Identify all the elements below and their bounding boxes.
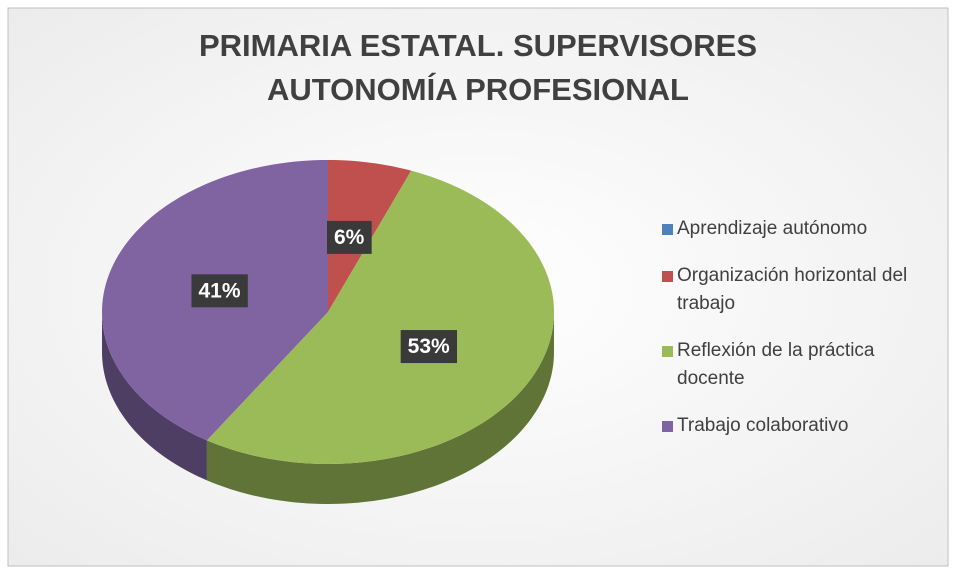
- data-label-text: 41%: [198, 279, 240, 302]
- chart-title: PRIMARIA ESTATAL. SUPERVISORES: [199, 28, 757, 63]
- data-label-text: 6%: [334, 226, 365, 249]
- slice: [206, 170, 554, 464]
- legend: Aprendizaje autónomo Organización horizon…: [660, 215, 940, 459]
- data-label: 41%: [191, 274, 248, 308]
- data-label-box: [326, 220, 372, 254]
- data-label-box: [400, 330, 458, 364]
- legend-item: Organización horizontal del trabajo: [660, 262, 940, 318]
- chart-subtitle: AUTONOMÍA PROFESIONAL: [267, 72, 689, 107]
- legend-item: Reflexión de la práctica docente: [660, 337, 940, 393]
- legend-label: Organización horizontal del trabajo: [677, 265, 908, 314]
- slice-side: [102, 312, 207, 481]
- legend-swatch: [662, 224, 673, 235]
- data-label-text: 53%: [408, 335, 450, 358]
- legend-label: Aprendizaje autónomo: [677, 218, 868, 239]
- data-label-box: [191, 274, 248, 308]
- legend-item: Aprendizaje autónomo: [660, 215, 940, 243]
- legend-label: Reflexión de la práctica docente: [677, 340, 875, 389]
- legend-swatch: [662, 421, 673, 432]
- legend-swatch: [662, 346, 673, 357]
- legend-label: Trabajo colaborativo: [677, 415, 849, 436]
- pie: 6% 53% 41%: [102, 160, 554, 504]
- slice-side: [206, 312, 554, 504]
- legend-item: Trabajo colaborativo: [660, 412, 940, 440]
- data-label: 53%: [400, 330, 458, 364]
- legend-swatch: [662, 271, 673, 282]
- data-label: 6%: [326, 220, 372, 254]
